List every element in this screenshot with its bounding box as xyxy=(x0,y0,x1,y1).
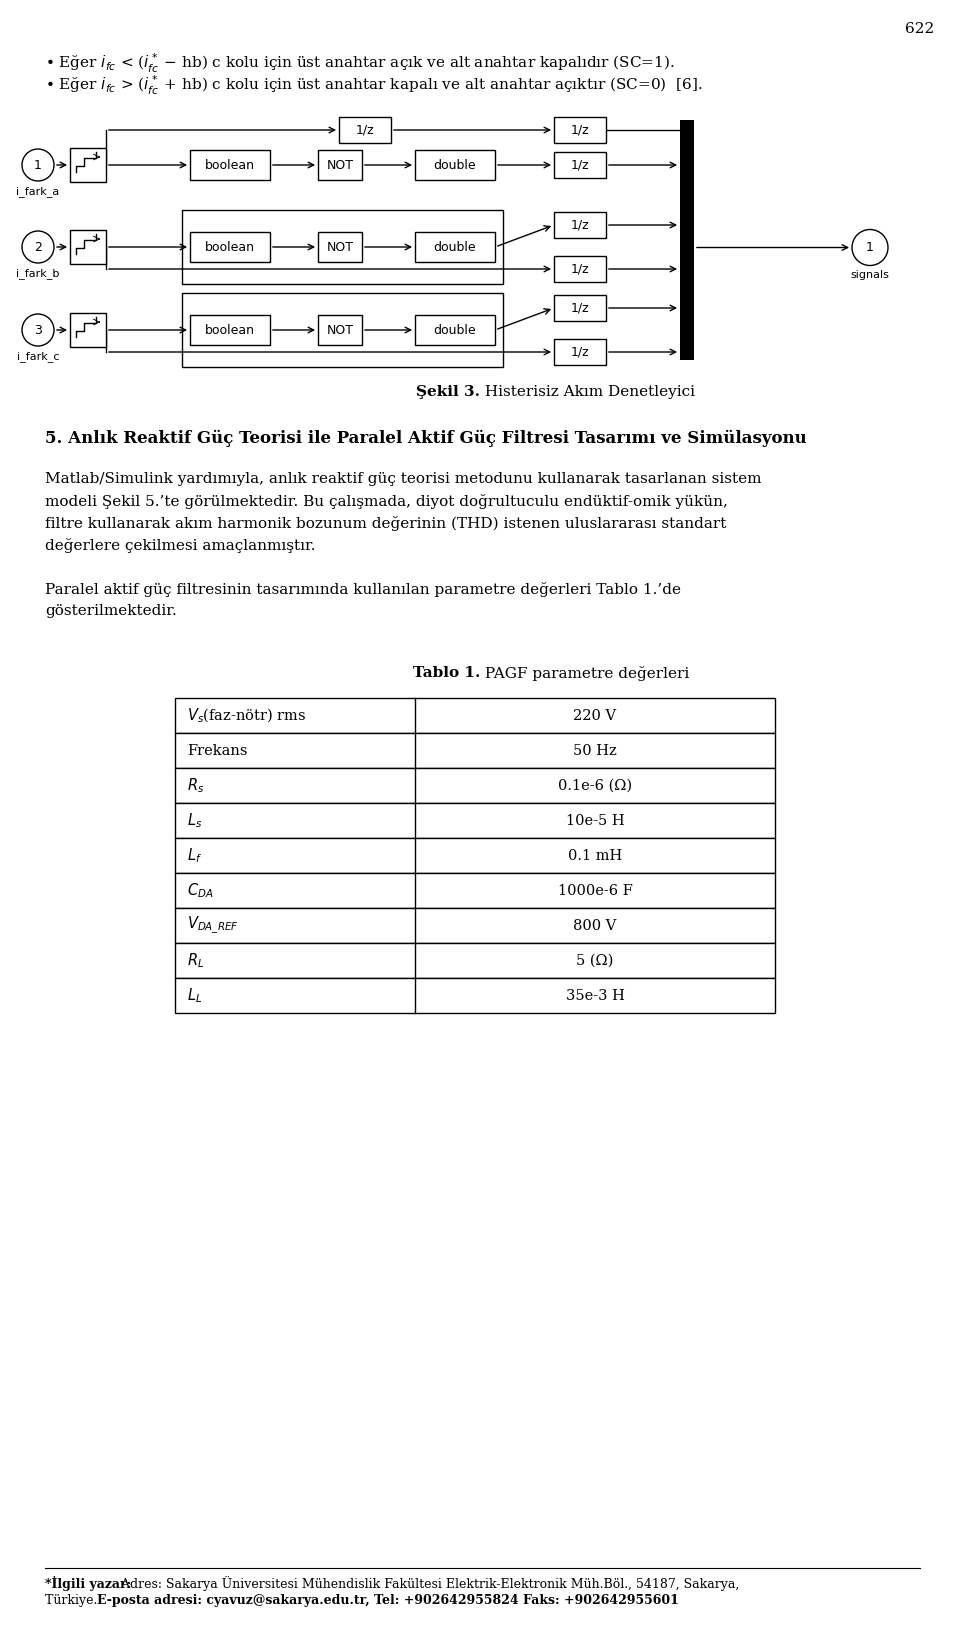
Text: 1/z: 1/z xyxy=(570,158,589,171)
Bar xyxy=(182,210,503,285)
Circle shape xyxy=(22,314,54,347)
Text: $V_s$(faz-nötr) rms: $V_s$(faz-nötr) rms xyxy=(187,706,306,724)
Text: 1/z: 1/z xyxy=(570,345,589,358)
Text: boolean: boolean xyxy=(205,241,255,254)
Bar xyxy=(554,151,606,177)
Bar xyxy=(318,233,362,262)
Text: Tablo 1.: Tablo 1. xyxy=(413,665,480,680)
Bar xyxy=(182,293,503,368)
Text: 1/z: 1/z xyxy=(570,301,589,314)
Text: $V_{DA\_REF}$: $V_{DA\_REF}$ xyxy=(187,914,239,936)
Text: signals: signals xyxy=(851,270,889,280)
Text: boolean: boolean xyxy=(205,324,255,337)
Bar xyxy=(70,229,106,264)
Text: 1: 1 xyxy=(34,158,42,171)
Text: $L_L$: $L_L$ xyxy=(187,986,203,1005)
Text: • Eğer $i_{fc}$ < ($i^*_{fc}$ − hb) c kolu için üst anahtar açık ve alt anahtar : • Eğer $i_{fc}$ < ($i^*_{fc}$ − hb) c ko… xyxy=(45,52,675,75)
Text: 1/z: 1/z xyxy=(570,124,589,137)
Bar xyxy=(554,255,606,281)
Bar xyxy=(175,838,775,874)
Bar xyxy=(175,874,775,908)
Text: 5. Anlık Reaktif Güç Teorisi ile Paralel Aktif Güç Filtresi Tasarımı ve Simülasy: 5. Anlık Reaktif Güç Teorisi ile Paralel… xyxy=(45,430,806,447)
Text: 220 V: 220 V xyxy=(573,708,616,722)
Text: *İlgili yazar:: *İlgili yazar: xyxy=(45,1577,132,1591)
Bar xyxy=(680,120,694,360)
Text: değerlere çekilmesi amaçlanmıştır.: değerlere çekilmesi amaçlanmıştır. xyxy=(45,539,316,553)
Text: 50 Hz: 50 Hz xyxy=(573,744,617,758)
Text: $R_L$: $R_L$ xyxy=(187,952,204,970)
Text: 2: 2 xyxy=(34,241,42,254)
Text: Paralel aktif güç filtresinin tasarımında kullanılan parametre değerleri Tablo 1: Paralel aktif güç filtresinin tasarımınd… xyxy=(45,582,681,597)
Text: • Eğer $i_{fc}$ > ($i^*_{fc}$ + hb) c kolu için üst anahtar kapalı ve alt anahta: • Eğer $i_{fc}$ > ($i^*_{fc}$ + hb) c ko… xyxy=(45,73,703,98)
Text: $R_s$: $R_s$ xyxy=(187,776,204,796)
Text: 3: 3 xyxy=(34,324,42,337)
Text: NOT: NOT xyxy=(326,241,353,254)
Text: $C_{DA}$: $C_{DA}$ xyxy=(187,882,213,900)
Bar xyxy=(415,150,495,181)
Bar xyxy=(70,148,106,182)
Text: $L_f$: $L_f$ xyxy=(187,846,202,866)
Bar xyxy=(190,150,270,181)
Text: 35e-3 H: 35e-3 H xyxy=(565,989,624,1002)
Text: modeli Şekil 5.’te görülmektedir. Bu çalışmada, diyot doğrultuculu endüktif-omik: modeli Şekil 5.’te görülmektedir. Bu çal… xyxy=(45,495,728,509)
Bar xyxy=(175,804,775,838)
Text: Adres: Sakarya Üniversitesi Mühendislik Fakültesi Elektrik-Elektronik Müh.Böl., : Adres: Sakarya Üniversitesi Mühendislik … xyxy=(113,1577,739,1591)
Text: 5 (Ω): 5 (Ω) xyxy=(576,953,613,968)
Text: 1/z: 1/z xyxy=(570,262,589,275)
Circle shape xyxy=(852,229,888,265)
Bar xyxy=(415,233,495,262)
Text: double: double xyxy=(434,324,476,337)
Text: NOT: NOT xyxy=(326,324,353,337)
Text: 1/z: 1/z xyxy=(356,124,374,137)
Bar xyxy=(318,150,362,181)
Bar xyxy=(554,212,606,238)
Text: gösterilmektedir.: gösterilmektedir. xyxy=(45,604,177,618)
Bar xyxy=(318,316,362,345)
Text: 1/z: 1/z xyxy=(570,218,589,231)
Circle shape xyxy=(22,231,54,264)
Bar xyxy=(339,117,391,143)
Text: double: double xyxy=(434,241,476,254)
Text: E-posta adresi: cyavuz@sakarya.edu.tr, Tel: +902642955824 Faks: +902642955601: E-posta adresi: cyavuz@sakarya.edu.tr, T… xyxy=(97,1594,679,1607)
Bar xyxy=(175,734,775,768)
Text: Şekil 3.: Şekil 3. xyxy=(416,386,480,399)
Text: Frekans: Frekans xyxy=(187,744,248,758)
Text: Türkiye.: Türkiye. xyxy=(45,1594,102,1607)
Bar xyxy=(554,117,606,143)
Bar xyxy=(190,316,270,345)
Text: PAGF parametre değerleri: PAGF parametre değerleri xyxy=(480,665,689,682)
Text: double: double xyxy=(434,158,476,171)
Text: 10e-5 H: 10e-5 H xyxy=(565,814,624,828)
Text: i_fark_c: i_fark_c xyxy=(16,351,60,361)
Text: 0.1e-6 (Ω): 0.1e-6 (Ω) xyxy=(558,778,632,792)
Bar xyxy=(554,338,606,364)
Text: 1000e-6 F: 1000e-6 F xyxy=(558,883,633,898)
Text: 0.1 mH: 0.1 mH xyxy=(568,849,622,862)
Text: 800 V: 800 V xyxy=(573,919,616,932)
Text: filtre kullanarak akım harmonik bozunum değerinin (THD) istenen uluslararası sta: filtre kullanarak akım harmonik bozunum … xyxy=(45,516,727,530)
Text: $L_s$: $L_s$ xyxy=(187,812,203,830)
Text: 622: 622 xyxy=(905,23,935,36)
Text: Matlab/Simulink yardımıyla, anlık reaktif güç teorisi metodunu kullanarak tasarl: Matlab/Simulink yardımıyla, anlık reakti… xyxy=(45,472,761,486)
Bar xyxy=(190,233,270,262)
Bar xyxy=(175,978,775,1014)
Bar xyxy=(175,698,775,734)
Circle shape xyxy=(22,150,54,181)
Bar xyxy=(175,944,775,978)
Bar xyxy=(70,312,106,347)
Text: boolean: boolean xyxy=(205,158,255,171)
Text: Histerisiz Akım Denetleyici: Histerisiz Akım Denetleyici xyxy=(480,386,695,399)
Bar xyxy=(554,294,606,321)
Bar xyxy=(415,316,495,345)
Text: 1: 1 xyxy=(866,241,874,254)
Text: i_fark_b: i_fark_b xyxy=(16,268,60,278)
Text: NOT: NOT xyxy=(326,158,353,171)
Bar xyxy=(175,768,775,804)
Bar xyxy=(175,908,775,944)
Text: i_fark_a: i_fark_a xyxy=(16,185,60,197)
